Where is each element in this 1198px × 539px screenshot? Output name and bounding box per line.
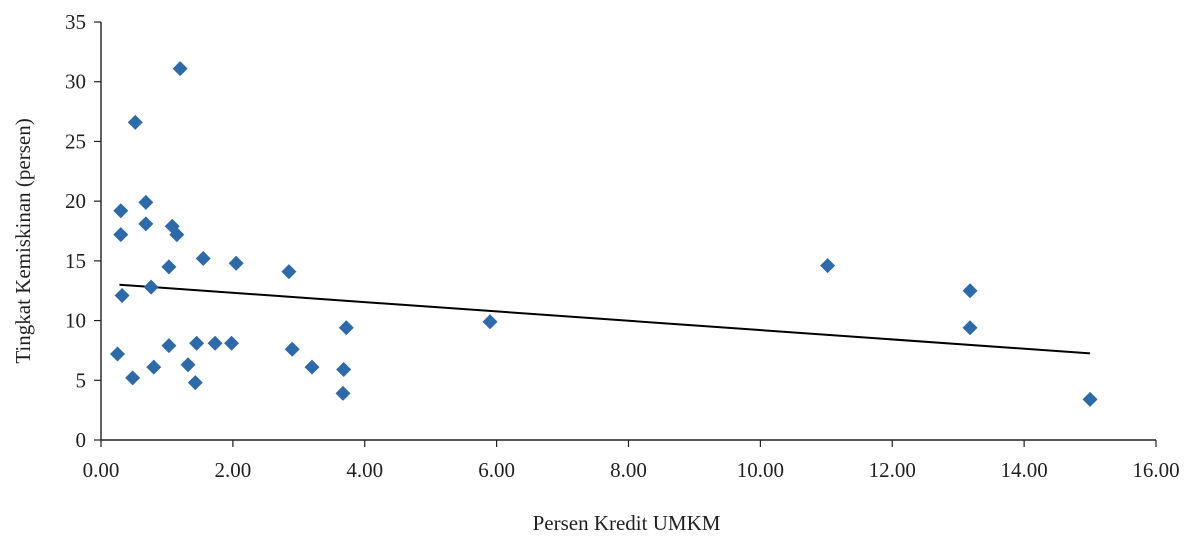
x-tick-label: 0.00 xyxy=(83,458,120,482)
data-point xyxy=(109,346,125,362)
data-point xyxy=(114,287,130,303)
data-point xyxy=(962,320,978,336)
data-point xyxy=(138,194,154,210)
y-tick-label: 5 xyxy=(76,368,87,392)
y-tick-label: 0 xyxy=(76,428,87,452)
data-point xyxy=(281,264,297,280)
data-point xyxy=(336,362,352,378)
data-point xyxy=(113,227,129,243)
data-point xyxy=(962,283,978,299)
data-point xyxy=(172,61,188,77)
x-tick-label: 14.00 xyxy=(1001,458,1048,482)
data-point xyxy=(180,357,196,373)
data-point xyxy=(161,259,177,275)
trendline xyxy=(119,283,1091,355)
data-point xyxy=(195,250,211,266)
data-point xyxy=(224,335,240,351)
data-point xyxy=(125,370,141,386)
y-tick-label: 20 xyxy=(65,189,86,213)
data-point xyxy=(113,203,129,219)
data-point xyxy=(146,359,162,375)
x-tick-label: 16.00 xyxy=(1132,458,1179,482)
data-point xyxy=(284,341,300,357)
data-point xyxy=(143,279,159,295)
data-point xyxy=(1082,391,1098,407)
data-points xyxy=(109,61,1098,407)
axes xyxy=(100,22,1156,441)
x-axis-title: Persen Kredit UMKM xyxy=(533,511,721,535)
y-axis-title: Tingkat Kemiskinan (persen) xyxy=(11,118,35,363)
x-tick-label: 10.00 xyxy=(737,458,784,482)
data-point xyxy=(138,216,154,232)
data-point xyxy=(820,258,836,274)
x-tick-label: 12.00 xyxy=(869,458,916,482)
data-point xyxy=(207,335,223,351)
y-ticks: 0 5 10 15 20 25 30 35 xyxy=(65,10,101,452)
y-tick-label: 10 xyxy=(65,309,86,333)
data-point xyxy=(127,114,143,130)
data-point xyxy=(335,385,351,401)
y-tick-label: 15 xyxy=(65,249,86,273)
x-ticks: 0.00 2.00 4.00 6.00 8.00 10.00 12.00 14.00 16.00 xyxy=(83,440,1180,482)
data-point xyxy=(228,255,244,271)
data-point xyxy=(187,375,203,391)
x-tick-label: 4.00 xyxy=(346,458,383,482)
data-point xyxy=(304,359,320,375)
data-point xyxy=(189,335,205,351)
data-point xyxy=(161,338,177,354)
y-tick-label: 35 xyxy=(65,10,86,34)
x-tick-label: 6.00 xyxy=(478,458,515,482)
y-tick-label: 30 xyxy=(65,70,86,94)
x-tick-label: 8.00 xyxy=(610,458,647,482)
data-point xyxy=(338,320,354,336)
y-tick-label: 25 xyxy=(65,129,86,153)
data-point xyxy=(482,314,498,330)
x-tick-label: 2.00 xyxy=(215,458,252,482)
data-point xyxy=(169,227,185,243)
